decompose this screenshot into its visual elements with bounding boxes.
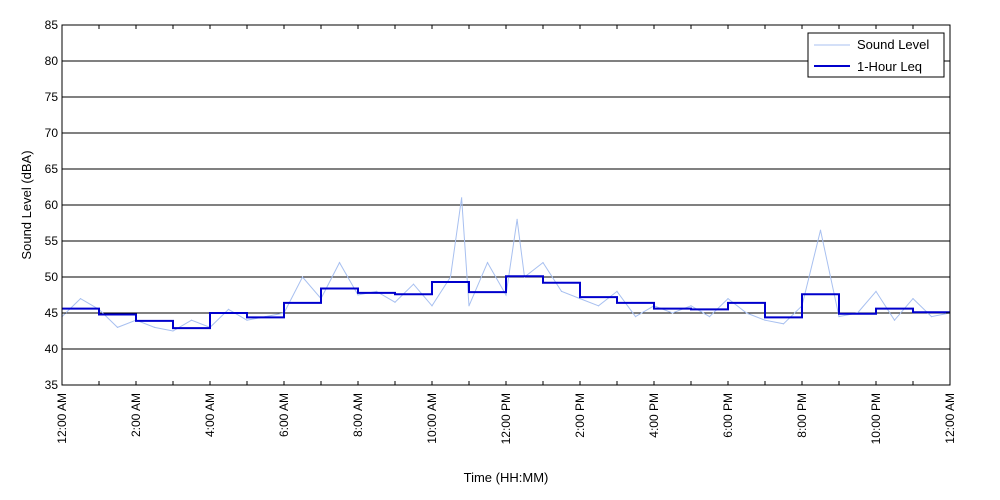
legend-box bbox=[807, 32, 945, 78]
sound-level-point bbox=[357, 294, 359, 296]
sound-level-point bbox=[893, 319, 896, 321]
sound-level-point bbox=[542, 262, 544, 264]
sound-level-point bbox=[79, 298, 82, 300]
y-tick-label: 65 bbox=[45, 162, 59, 176]
x-axis-label: Time (HH:MM) bbox=[464, 470, 549, 485]
sound-level-point bbox=[745, 312, 748, 314]
x-tick-label: 4:00 PM bbox=[647, 393, 661, 438]
y-tick-label: 55 bbox=[45, 234, 59, 248]
sound-level-point bbox=[412, 283, 415, 285]
sound-level-point bbox=[819, 229, 822, 231]
y-tick-label: 35 bbox=[45, 378, 59, 392]
sound-level-point bbox=[764, 319, 766, 321]
sound-level-point bbox=[616, 290, 618, 292]
y-tick-label: 85 bbox=[45, 18, 59, 32]
sound-level-point bbox=[468, 305, 470, 307]
legend-label-sound-level: Sound Level bbox=[857, 37, 929, 52]
legend-label-leq: 1-Hour Leq bbox=[857, 59, 922, 74]
sound-level-point bbox=[301, 276, 304, 278]
x-tick-label: 4:00 AM bbox=[203, 393, 217, 437]
sound-level-point bbox=[246, 319, 248, 321]
legend: Sound Level 1-Hour Leq bbox=[807, 32, 945, 78]
x-tick-label: 12:00 AM bbox=[943, 393, 957, 444]
sound-level-point bbox=[431, 305, 433, 307]
sound-level-point bbox=[930, 316, 933, 318]
y-tick-label: 70 bbox=[45, 126, 59, 140]
y-tick-label: 75 bbox=[45, 90, 59, 104]
x-tick-label: 12:00 PM bbox=[499, 393, 513, 444]
sound-level-point bbox=[671, 312, 674, 314]
x-tick-label: 10:00 PM bbox=[869, 393, 883, 444]
sound-level-point bbox=[912, 298, 914, 300]
y-axis-ticks: 35 40 45 50 55 60 65 70 75 80 85 bbox=[45, 18, 950, 392]
leq-step-line bbox=[62, 275, 950, 330]
y-tick-label: 80 bbox=[45, 54, 59, 68]
sound-level-point bbox=[338, 262, 341, 264]
sound-level-point bbox=[690, 305, 692, 307]
sound-level-point bbox=[461, 197, 463, 199]
x-tick-label: 12:00 AM bbox=[55, 393, 69, 444]
sound-level-point bbox=[727, 298, 729, 300]
x-axis-ticks: 12:00 AM 2:00 AM 4:00 AM 6:00 AM 8:00 AM 10:0… bbox=[55, 25, 957, 444]
y-axis-label: Sound Level (dBA) bbox=[19, 150, 34, 259]
sound-level-point bbox=[782, 323, 785, 325]
x-tick-label: 8:00 AM bbox=[351, 393, 365, 437]
sound-level-point bbox=[227, 308, 230, 310]
sound-level-point bbox=[153, 326, 156, 328]
sound-level-point bbox=[190, 319, 193, 321]
y-tick-label: 45 bbox=[45, 306, 59, 320]
sound-level-point bbox=[516, 218, 518, 220]
y-tick-label: 40 bbox=[45, 342, 59, 356]
x-tick-label: 10:00 AM bbox=[425, 393, 439, 444]
y-tick-label: 50 bbox=[45, 270, 59, 284]
sound-level-point bbox=[579, 298, 581, 300]
sound-level-point bbox=[375, 290, 378, 292]
sound-level-point bbox=[172, 330, 174, 332]
sound-level-point bbox=[634, 316, 637, 318]
sound-level-point bbox=[560, 290, 563, 292]
x-tick-label: 6:00 PM bbox=[721, 393, 735, 438]
sound-level-point bbox=[449, 276, 452, 278]
leq-series bbox=[62, 275, 950, 330]
x-tick-label: 2:00 PM bbox=[573, 393, 587, 438]
x-tick-label: 2:00 AM bbox=[129, 393, 143, 437]
sound-level-point bbox=[505, 294, 507, 296]
sound-level-point bbox=[838, 316, 840, 318]
sound-level-point bbox=[394, 301, 396, 303]
x-tick-label: 8:00 PM bbox=[795, 393, 809, 438]
sound-level-point bbox=[116, 326, 119, 328]
sound-level-point bbox=[708, 316, 711, 318]
y-tick-label: 60 bbox=[45, 198, 59, 212]
x-tick-label: 6:00 AM bbox=[277, 393, 291, 437]
sound-level-point bbox=[486, 262, 489, 264]
sound-level-point bbox=[875, 290, 877, 292]
sound-level-point bbox=[597, 305, 600, 307]
